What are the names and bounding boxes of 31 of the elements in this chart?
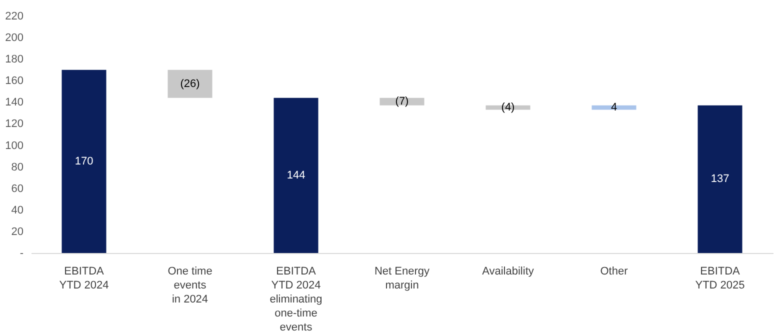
- data-label: 137: [710, 173, 730, 186]
- x-tick-label: EBITDA YTD 2024: [59, 266, 109, 292]
- x-tick-label: Availability: [482, 266, 534, 278]
- y-tick-label: 20: [11, 226, 24, 238]
- y-tick-label: 180: [5, 54, 24, 66]
- bar: [168, 70, 212, 98]
- data-label: (4): [501, 102, 515, 114]
- data-label: (26): [180, 78, 200, 90]
- y-tick-label: -: [20, 248, 24, 260]
- y-tick-label: 160: [5, 75, 24, 88]
- x-tick-label: Net Energy margin: [374, 266, 430, 292]
- bar: [62, 70, 106, 253]
- y-tick-label: 80: [11, 161, 24, 174]
- y-tick-label: 220: [5, 10, 24, 22]
- data-label: 144: [286, 169, 306, 182]
- x-tick-label: EBITDA YTD 2025: [695, 266, 745, 292]
- y-tick-label: 40: [11, 204, 24, 216]
- y-tick-label: 120: [5, 118, 24, 130]
- bar: [274, 98, 318, 253]
- x-tick-label: Other: [600, 266, 628, 278]
- y-tick-label: 140: [5, 96, 24, 109]
- bar: [380, 98, 424, 106]
- data-label: (7): [395, 96, 409, 108]
- x-tick-label: EBITDA YTD 2024 eliminating one-time events: [270, 266, 322, 334]
- y-tick-label: 60: [11, 182, 24, 195]
- y-tick-label: 100: [5, 140, 24, 152]
- bar: [698, 105, 742, 253]
- y-tick-label: 200: [5, 32, 24, 44]
- x-tick-label: One time events in 2024: [168, 266, 212, 306]
- data-label: 170: [74, 155, 94, 168]
- data-label: 4: [610, 102, 618, 114]
